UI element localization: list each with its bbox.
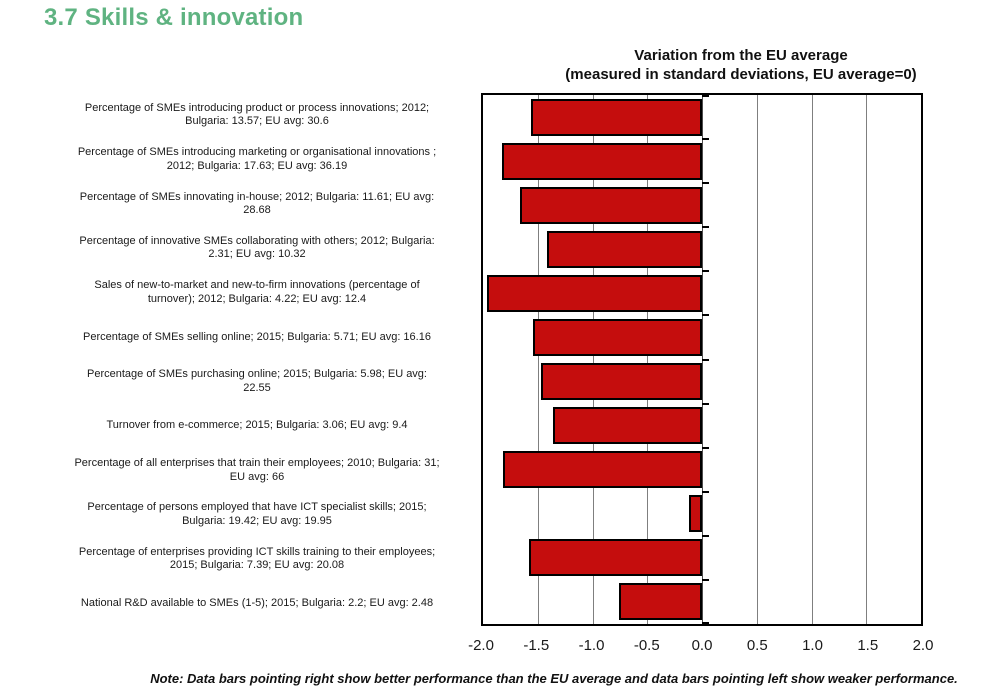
x-tick-label: 2.0	[912, 637, 934, 654]
category-label: Percentage of SMEs purchasing online; 20…	[87, 368, 427, 394]
zero-axis-tick	[702, 622, 709, 624]
category-label: Percentage of all enterprises that train…	[74, 457, 440, 483]
x-tick-label: 1.5	[857, 637, 879, 654]
x-tick-label: 1.0	[802, 637, 823, 654]
data-bar	[553, 407, 702, 445]
data-bar	[487, 274, 702, 312]
zero-axis-tick	[702, 314, 709, 317]
data-bar	[541, 363, 702, 401]
gridline	[537, 95, 539, 624]
zero-axis-tick	[702, 270, 709, 273]
x-tick-label: -1.5	[523, 637, 550, 654]
page-title: 3.7 Skills & innovation	[44, 4, 304, 31]
gridline	[647, 95, 649, 624]
zero-axis-tick	[702, 446, 709, 449]
zero-axis-tick	[702, 402, 709, 405]
x-tick-label: 0.5	[746, 637, 768, 654]
category-label: Percentage of enterprises providing ICT …	[78, 545, 436, 572]
gridline	[592, 95, 594, 624]
chart-title: Variation from the EU average (measured …	[520, 46, 962, 84]
data-bar	[618, 583, 702, 621]
data-bar	[531, 98, 702, 136]
category-label: Percentage of SMEs innovating in-house; …	[79, 190, 435, 217]
data-bar	[520, 186, 702, 224]
chart-title-line1: Variation from the EU average	[634, 47, 848, 64]
zero-axis-tick	[702, 358, 709, 361]
category-label: Percentage of innovative SMEs collaborat…	[79, 234, 435, 261]
x-axis: -2.0 -1.5 -1.0 -0.5 0.0 0.5 1.0 1.5 2.0	[468, 637, 933, 659]
zero-axis-tick	[702, 534, 709, 537]
zero-axis-tick	[702, 490, 709, 493]
zero-axis-tick	[702, 226, 709, 229]
category-axis-labels: Percentage of SMEs introducing product o…	[36, 93, 478, 626]
gridline	[811, 95, 813, 624]
data-bar	[533, 318, 702, 356]
category-label: National R&D available to SMEs (1-5); 20…	[80, 597, 434, 610]
category-label: Turnover from e-commerce; 2015; Bulgaria…	[106, 419, 408, 432]
data-bar	[502, 451, 702, 489]
gridline	[866, 95, 868, 624]
zero-axis-tick	[702, 182, 709, 185]
category-label: Percentage of SMEs introducing marketing…	[77, 146, 437, 172]
x-tick-label: -1.0	[578, 637, 605, 654]
data-bar	[528, 539, 702, 577]
category-label: Percentage of SMEs selling online; 2015;…	[83, 330, 431, 343]
data-bar	[546, 230, 702, 268]
zero-axis-tick	[702, 95, 709, 97]
plot-area	[481, 93, 923, 626]
chart-note: Note: Data bars pointing right show bett…	[150, 671, 958, 686]
x-tick-label: 0.0	[691, 637, 713, 654]
data-bar	[688, 495, 702, 533]
x-tick-label: -2.0	[468, 637, 494, 654]
x-tick-label: -0.5	[633, 637, 660, 654]
category-label: Percentage of persons employed that have…	[87, 501, 427, 527]
category-label: Percentage of SMEs introducing product o…	[84, 101, 430, 128]
chart-title-line2: (measured in standard deviations, EU ave…	[565, 66, 917, 83]
category-label: Sales of new-to-market and new-to-firm i…	[94, 279, 420, 305]
zero-axis-tick	[702, 138, 709, 141]
data-bar	[501, 142, 702, 180]
gridline	[756, 95, 758, 624]
zero-axis-tick	[702, 578, 709, 581]
